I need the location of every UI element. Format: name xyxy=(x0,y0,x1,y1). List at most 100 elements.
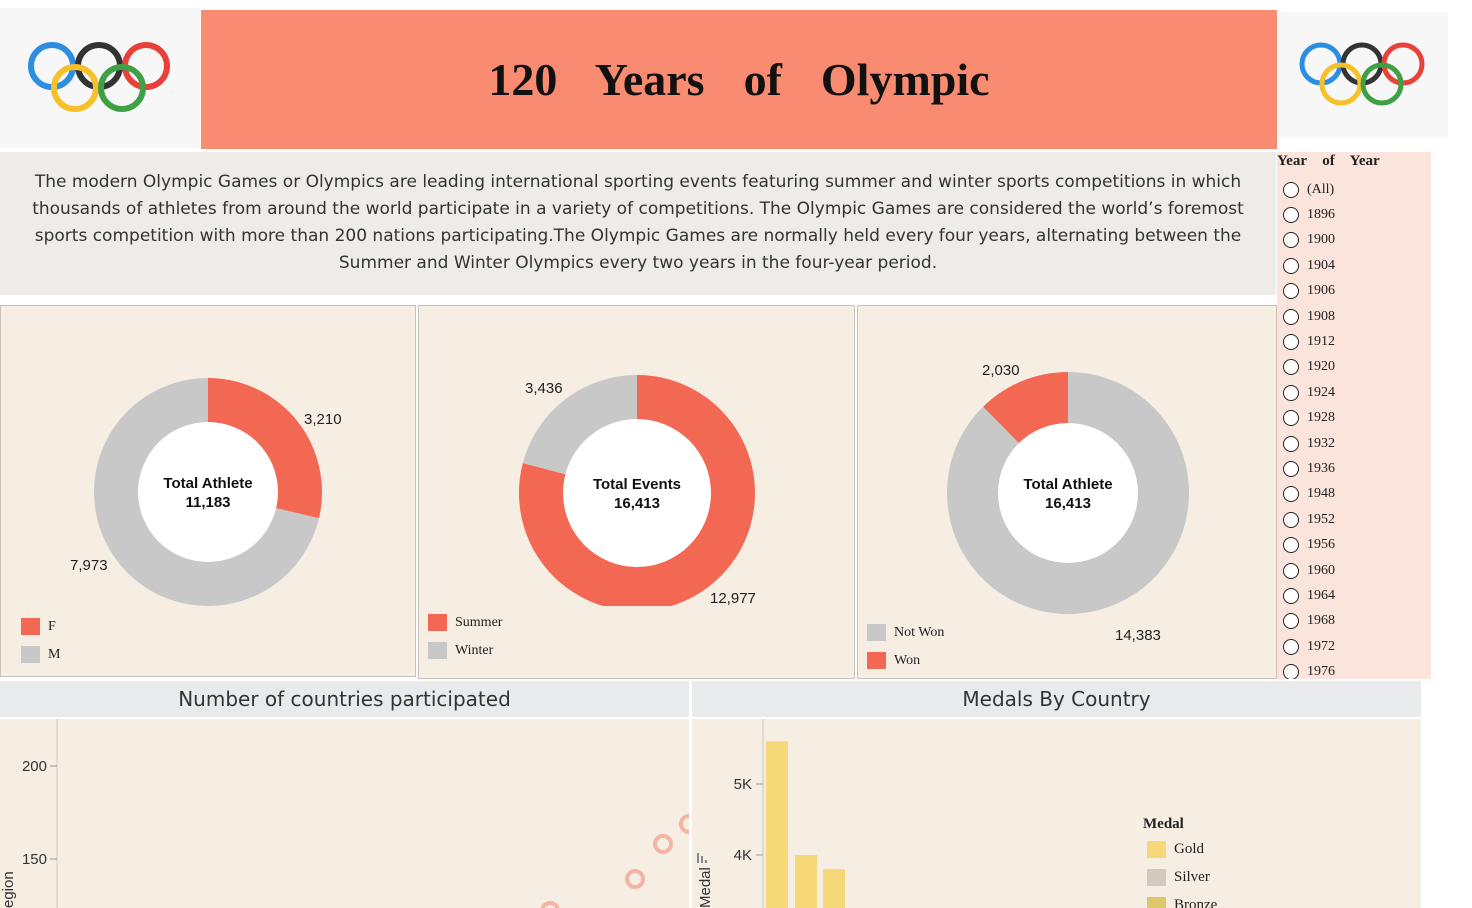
slice-label-won: 2,030 xyxy=(982,362,1020,379)
year-option[interactable]: 1976 xyxy=(1283,659,1335,679)
data-point[interactable] xyxy=(540,901,560,908)
legend-label: M xyxy=(48,646,61,662)
countries-chart-title: Number of countries participated xyxy=(0,681,689,717)
radio-button[interactable] xyxy=(1283,308,1299,325)
year-option[interactable]: 1952 xyxy=(1283,507,1335,532)
radio-button[interactable] xyxy=(1283,334,1299,351)
legend-label: Not Won xyxy=(894,624,945,640)
y-tick-label: 4K xyxy=(734,847,752,864)
legend-label: Summer xyxy=(455,614,503,630)
legend-item-gold[interactable]: Gold xyxy=(1143,835,1217,863)
year-option[interactable]: 1968 xyxy=(1283,609,1335,634)
legend-item-silver[interactable]: Silver xyxy=(1143,863,1217,891)
y-axis-label: Medal xyxy=(697,867,714,908)
year-option[interactable]: 1936 xyxy=(1283,456,1335,481)
year-option[interactable]: 1948 xyxy=(1283,482,1335,507)
radio-button[interactable] xyxy=(1283,410,1299,427)
y-axis-label: egion xyxy=(0,871,17,908)
year-option[interactable]: 1896 xyxy=(1283,202,1335,227)
medals-chart-title: Medals By Country xyxy=(692,681,1421,717)
legend-item-winter[interactable]: Winter xyxy=(428,642,493,659)
radio-button[interactable] xyxy=(1283,435,1299,452)
year-option-label: 1900 xyxy=(1307,232,1335,248)
year-option[interactable]: 1972 xyxy=(1283,634,1335,659)
legend-item-f[interactable]: F xyxy=(21,618,56,635)
countries-scatter-chart: 200 150 egion xyxy=(0,719,689,908)
year-option[interactable]: 1964 xyxy=(1283,583,1335,608)
legend-swatch xyxy=(21,646,40,663)
radio-button[interactable] xyxy=(1283,359,1299,376)
radio-button[interactable] xyxy=(1283,232,1299,249)
radio-button[interactable] xyxy=(1283,486,1299,503)
data-point[interactable] xyxy=(679,814,689,834)
year-option-label: 1936 xyxy=(1307,460,1335,476)
year-option[interactable]: 1924 xyxy=(1283,380,1335,405)
year-option-label: 1972 xyxy=(1307,638,1335,654)
year-option-label: (All) xyxy=(1307,181,1335,197)
radio-button[interactable] xyxy=(1283,537,1299,554)
season-donut-chart: Total Events 16,413 3,436 12,977 xyxy=(519,375,756,606)
year-option-label: 1964 xyxy=(1307,587,1335,603)
year-option[interactable]: 1912 xyxy=(1283,329,1335,354)
radio-button[interactable] xyxy=(1283,181,1299,198)
radio-button[interactable] xyxy=(1283,283,1299,300)
legend-swatch xyxy=(1147,896,1166,908)
year-option-label: 1920 xyxy=(1307,359,1335,375)
center-label: Total Athlete xyxy=(163,475,252,492)
year-option-label: 1960 xyxy=(1307,562,1335,578)
legend-item-not-won[interactable]: Not Won xyxy=(867,624,944,641)
medal-bar[interactable] xyxy=(766,741,788,908)
year-option-label: 1952 xyxy=(1307,511,1335,527)
legend-item-summer[interactable]: Summer xyxy=(428,614,502,631)
olympic-rings-icon xyxy=(28,42,170,112)
radio-button[interactable] xyxy=(1283,613,1299,630)
year-option[interactable]: 1960 xyxy=(1283,558,1335,583)
bar-chart-icon[interactable] xyxy=(697,853,707,863)
year-option[interactable]: 1920 xyxy=(1283,355,1335,380)
donut-slice-summer[interactable] xyxy=(519,375,755,606)
year-option-label: 1968 xyxy=(1307,613,1335,629)
year-option[interactable]: 1928 xyxy=(1283,406,1335,431)
year-option[interactable]: 1932 xyxy=(1283,431,1335,456)
legend-item-won[interactable]: Won xyxy=(867,652,920,669)
radio-button[interactable] xyxy=(1283,562,1299,579)
page-title: 120 Years of Olympic xyxy=(488,54,990,105)
year-option[interactable]: 1906 xyxy=(1283,279,1335,304)
right-logo xyxy=(1278,12,1448,138)
legend-swatch xyxy=(867,652,886,669)
radio-button[interactable] xyxy=(1283,638,1299,655)
y-tick-label: 150 xyxy=(22,851,47,868)
legend-swatch xyxy=(1147,840,1166,858)
year-filter-title: Year of Year xyxy=(1277,153,1380,169)
year-option[interactable]: 1904 xyxy=(1283,253,1335,278)
legend-swatch xyxy=(428,642,447,659)
radio-button[interactable] xyxy=(1283,257,1299,274)
slice-label-m: 7,973 xyxy=(70,557,108,574)
year-option-label: 1904 xyxy=(1307,257,1335,273)
description-box: The modern Olympic Games or Olympics are… xyxy=(0,152,1276,295)
year-option-label: 1908 xyxy=(1307,308,1335,324)
medal-bar[interactable] xyxy=(795,855,817,908)
radio-button[interactable] xyxy=(1283,460,1299,477)
radio-button[interactable] xyxy=(1283,587,1299,604)
year-option[interactable]: 1956 xyxy=(1283,532,1335,557)
title-banner: 120 Years of Olympic xyxy=(201,10,1277,149)
legend-item-m[interactable]: M xyxy=(21,646,60,663)
radio-button[interactable] xyxy=(1283,207,1299,224)
radio-button[interactable] xyxy=(1283,664,1299,679)
year-option[interactable]: (All) xyxy=(1283,177,1335,202)
legend-item-bronze[interactable]: Bronze xyxy=(1143,891,1217,908)
gender-donut-chart: Total Athlete 11,183 3,210 7,973 xyxy=(70,378,342,606)
medal-bar[interactable] xyxy=(823,869,845,908)
year-option[interactable]: 1908 xyxy=(1283,304,1335,329)
data-point[interactable] xyxy=(625,869,645,889)
year-filter-list: (All) 1896 1900 1904 1906 1908 1912 1920 1924 192… xyxy=(1283,177,1335,679)
year-option-label: 1928 xyxy=(1307,410,1335,426)
slice-label-f: 3,210 xyxy=(304,411,342,428)
y-tick-label: 200 xyxy=(22,758,47,775)
radio-button[interactable] xyxy=(1283,511,1299,528)
radio-button[interactable] xyxy=(1283,384,1299,401)
data-point[interactable] xyxy=(653,834,673,854)
medal-won-donut-chart: Total Athlete 16,413 2,030 14,383 xyxy=(947,362,1189,644)
year-option[interactable]: 1900 xyxy=(1283,228,1335,253)
